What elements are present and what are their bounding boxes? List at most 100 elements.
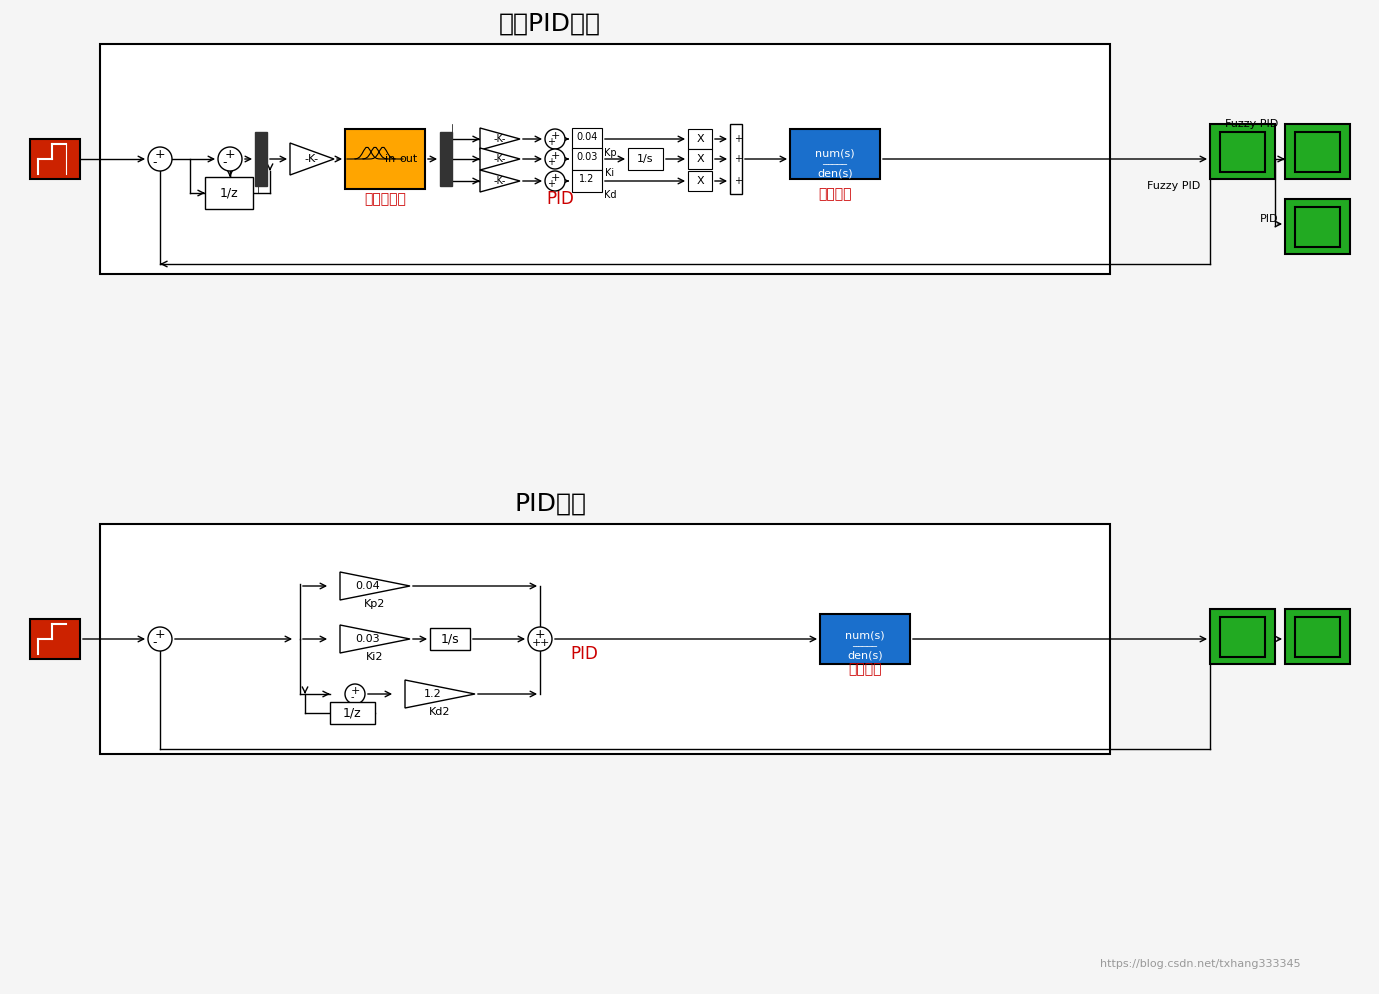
Bar xyxy=(30,139,80,179)
Text: 控制对象: 控制对象 xyxy=(848,662,881,676)
Text: 模糊PID控制: 模糊PID控制 xyxy=(499,12,601,36)
Text: 0.03: 0.03 xyxy=(356,634,381,644)
Text: Kd: Kd xyxy=(604,190,616,200)
Text: Ki: Ki xyxy=(605,168,615,178)
Text: +: + xyxy=(547,137,554,147)
Bar xyxy=(572,148,603,170)
Text: +: + xyxy=(734,176,742,186)
Text: 0.04: 0.04 xyxy=(576,132,597,142)
Text: -: - xyxy=(350,692,354,702)
Text: 控制对象: 控制对象 xyxy=(818,187,852,201)
Circle shape xyxy=(545,129,565,149)
Text: den(s): den(s) xyxy=(847,651,883,661)
Bar xyxy=(1285,609,1350,664)
Bar xyxy=(1295,617,1340,657)
Text: Kp: Kp xyxy=(604,148,616,158)
Bar xyxy=(1285,199,1350,254)
Text: PID: PID xyxy=(546,190,574,208)
Polygon shape xyxy=(480,148,520,170)
Text: num(s): num(s) xyxy=(815,149,855,159)
Text: +: + xyxy=(550,151,560,161)
Text: PID: PID xyxy=(570,645,598,663)
Bar xyxy=(627,148,663,170)
Bar xyxy=(255,132,268,186)
Text: PID: PID xyxy=(1259,214,1278,224)
Circle shape xyxy=(345,684,365,704)
Bar xyxy=(1295,132,1340,172)
Bar xyxy=(430,628,470,650)
Bar xyxy=(1285,124,1350,179)
Polygon shape xyxy=(480,170,520,192)
Text: https://blog.csdn.net/txhang333345: https://blog.csdn.net/txhang333345 xyxy=(1100,959,1300,969)
Bar xyxy=(1220,132,1265,172)
Bar xyxy=(101,524,1110,754)
Text: +: + xyxy=(535,628,545,641)
Text: ─────: ───── xyxy=(822,159,848,169)
Text: Kd2: Kd2 xyxy=(429,707,451,717)
Polygon shape xyxy=(290,143,334,175)
Text: Fuzzy PID: Fuzzy PID xyxy=(1225,119,1278,129)
Text: +: + xyxy=(550,131,560,141)
Circle shape xyxy=(545,171,565,191)
Text: 模糊控制器: 模糊控制器 xyxy=(364,192,405,206)
Bar xyxy=(1209,124,1276,179)
Text: ─────: ───── xyxy=(852,641,877,650)
Text: -: - xyxy=(223,156,228,170)
Bar xyxy=(1295,207,1340,247)
Circle shape xyxy=(148,627,172,651)
Bar xyxy=(790,129,880,179)
Text: 1/s: 1/s xyxy=(441,632,459,645)
Text: PID控制: PID控制 xyxy=(514,492,586,516)
Bar xyxy=(821,614,910,664)
Polygon shape xyxy=(341,625,410,653)
Bar xyxy=(330,702,375,724)
Bar xyxy=(688,171,712,191)
Text: out: out xyxy=(400,154,418,164)
Bar xyxy=(572,170,603,192)
Text: 1/s: 1/s xyxy=(637,154,654,164)
Text: 1.2: 1.2 xyxy=(579,174,594,184)
Circle shape xyxy=(148,147,172,171)
Circle shape xyxy=(545,149,565,169)
Circle shape xyxy=(218,147,241,171)
Bar xyxy=(1220,617,1265,657)
Text: +: + xyxy=(225,148,236,161)
Text: -: - xyxy=(153,156,157,170)
Text: +: + xyxy=(547,157,554,167)
Text: +: + xyxy=(154,148,165,161)
Bar xyxy=(729,124,742,194)
Text: +: + xyxy=(550,173,560,183)
Text: +: + xyxy=(154,628,165,641)
Text: 1/z: 1/z xyxy=(219,187,239,200)
Bar xyxy=(1209,609,1276,664)
Polygon shape xyxy=(341,572,410,600)
Bar xyxy=(345,129,425,189)
Text: Kp2: Kp2 xyxy=(364,599,386,609)
Text: den(s): den(s) xyxy=(818,169,852,179)
Text: +: + xyxy=(350,686,360,696)
Text: Ki2: Ki2 xyxy=(367,652,383,662)
Text: +: + xyxy=(734,154,742,164)
Polygon shape xyxy=(405,680,474,708)
Text: +: + xyxy=(539,638,549,648)
Text: -K-: -K- xyxy=(494,176,506,186)
Text: X: X xyxy=(696,176,703,186)
Text: +: + xyxy=(531,638,541,648)
Polygon shape xyxy=(480,128,520,150)
Text: 1/z: 1/z xyxy=(343,707,361,720)
Text: -K-: -K- xyxy=(494,134,506,144)
Text: 0.03: 0.03 xyxy=(576,152,597,162)
Text: +: + xyxy=(734,134,742,144)
Text: X: X xyxy=(696,134,703,144)
Bar xyxy=(30,619,80,659)
Bar xyxy=(440,132,452,186)
Bar xyxy=(688,129,712,149)
Text: 0.04: 0.04 xyxy=(356,581,381,591)
Text: -K-: -K- xyxy=(305,154,319,164)
Text: 1.2: 1.2 xyxy=(425,689,441,699)
Text: num(s): num(s) xyxy=(845,631,885,641)
Bar xyxy=(688,149,712,169)
Bar xyxy=(101,44,1110,274)
Bar xyxy=(205,177,252,209)
Text: +: + xyxy=(547,179,554,189)
